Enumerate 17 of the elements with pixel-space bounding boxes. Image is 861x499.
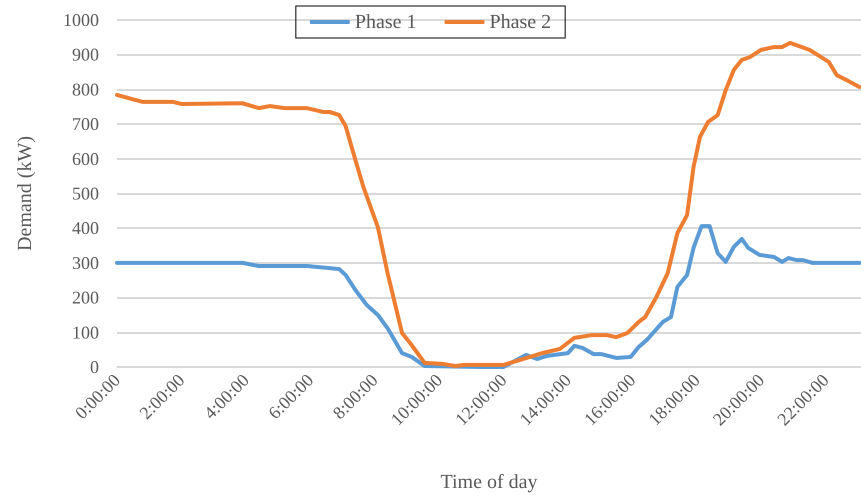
y-tick-label: 400: [72, 218, 99, 238]
legend-label: Phase 2: [490, 11, 552, 33]
legend-label: Phase 1: [354, 11, 417, 33]
line-series: [115, 40, 861, 368]
y-tick-label: 200: [72, 288, 99, 308]
y-axis-title: Demand (kW): [14, 136, 36, 251]
y-tick-label: 600: [72, 148, 99, 169]
y-tick-label: 1000: [63, 10, 99, 30]
y-tick-label: 700: [72, 114, 99, 134]
y-tick-label: 300: [72, 252, 99, 273]
y-tick-label: 800: [72, 79, 99, 100]
y-tick-label: 0: [90, 357, 99, 377]
x-axis-title: Time of day: [440, 471, 538, 493]
y-tick-label: 900: [72, 44, 99, 65]
line-series: [115, 224, 861, 369]
y-tick-label: 100: [72, 322, 99, 342]
y-tick-label: 500: [72, 184, 99, 204]
